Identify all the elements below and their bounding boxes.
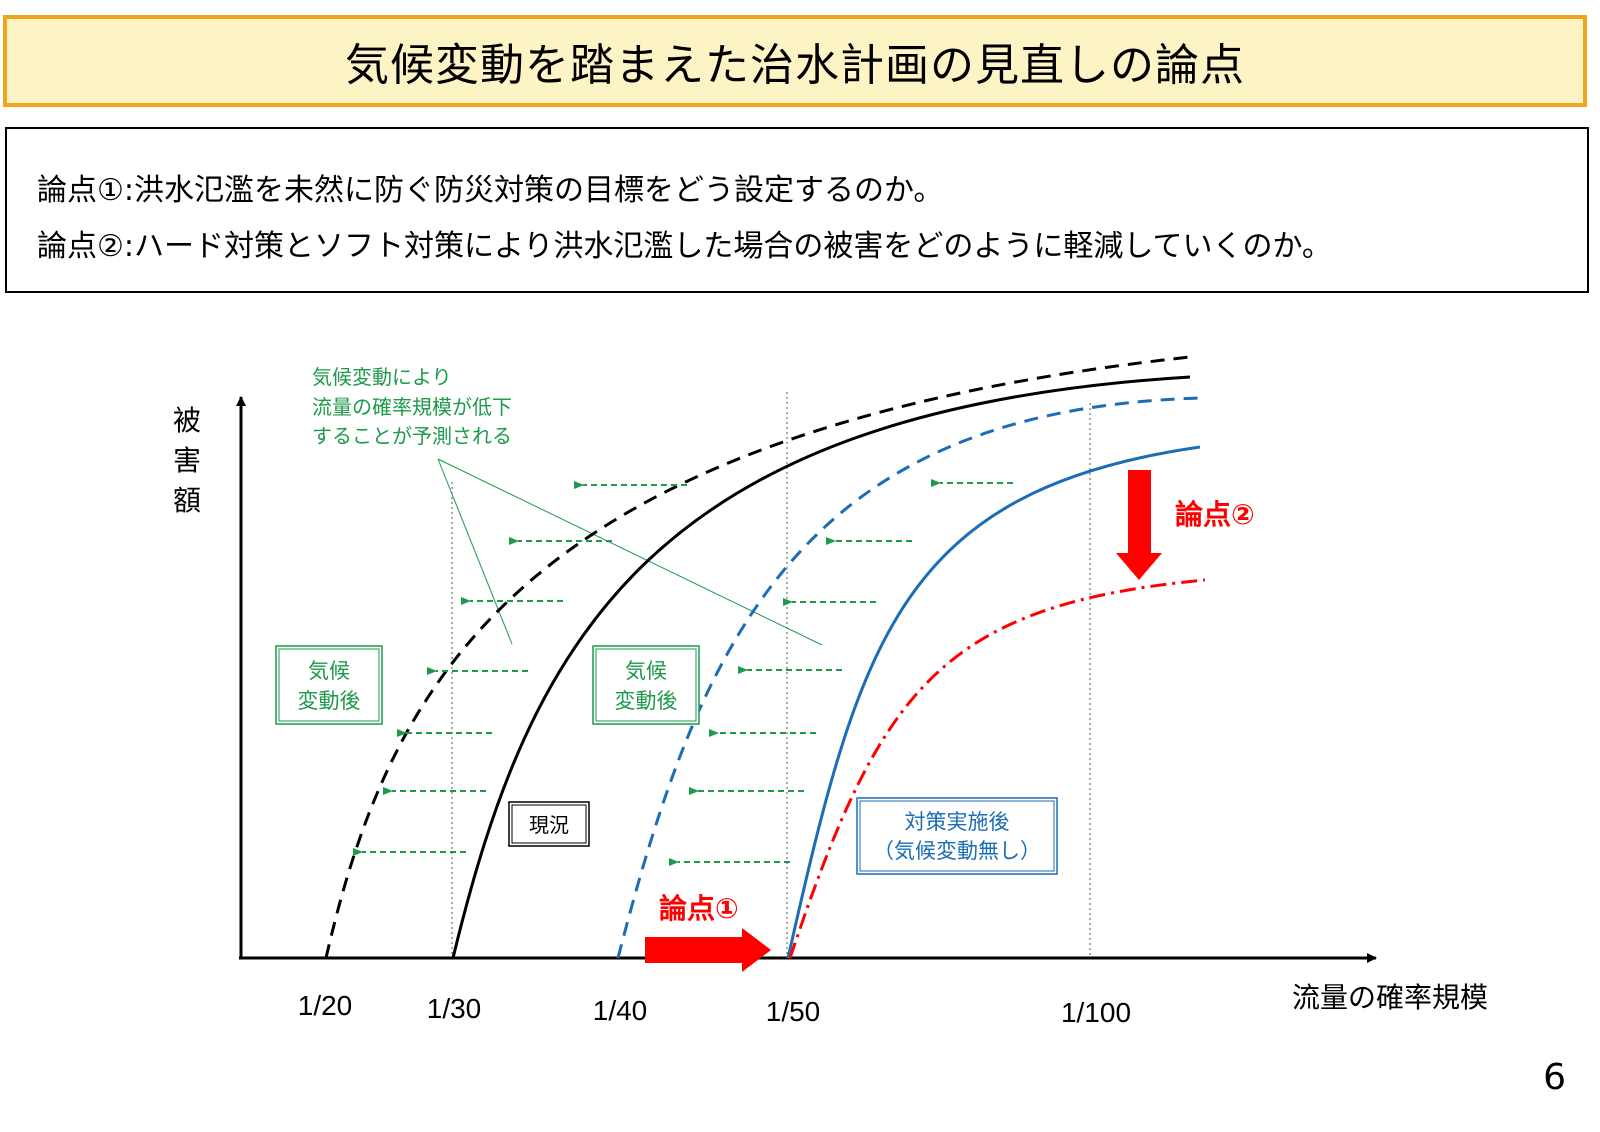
box-text: 変動後 <box>298 689 361 713</box>
annotation-leader-lines <box>437 458 823 646</box>
box-text: （気候変動無し） <box>873 839 1041 863</box>
y-axis-label-char: 害 <box>173 444 201 477</box>
box-text: 変動後 <box>615 689 678 713</box>
y-axis-label-char: 額 <box>173 484 201 517</box>
damage-probability-diagram: 被 害 額 流量の確率規模 1/20 1/30 1/40 1/50 1/100 … <box>173 355 1488 1028</box>
issues-box: 論点①:洪水氾濫を未然に防ぐ防災対策の目標をどう設定するのか。 論点②:ハード対… <box>5 127 1589 293</box>
title-box: 気候変動を踏まえた治水計画の見直しの論点 <box>3 15 1587 107</box>
issue-2-label: 論点② <box>37 229 124 264</box>
issue-2: 論点②:ハード対策とソフト対策により洪水氾濫した場合の被害をどのように軽減してい… <box>37 221 1332 265</box>
curve-current <box>451 375 1191 959</box>
curve-after-measures <box>786 445 1201 959</box>
shift-arrows <box>353 479 1013 866</box>
issue-2-text: ハード対策とソフト対策により洪水氾濫した場合の被害をどのように軽減していくのか。 <box>134 229 1332 264</box>
issue-1-text: 洪水氾濫を未然に防ぐ防災対策の目標をどう設定するのか。 <box>134 173 944 208</box>
x-axis-label: 流量の確率規模 <box>1292 981 1488 1014</box>
x-tick-label: 1/30 <box>427 993 482 1024</box>
page-number: 6 <box>1543 1057 1566 1098</box>
after-climate-box-right: 気候 変動後 <box>592 645 700 725</box>
issue-2-separator: : <box>123 229 135 264</box>
reference-lines <box>451 392 1091 958</box>
leader-line-2 <box>437 458 823 646</box>
issue-1-label: 論点① <box>37 173 124 208</box>
box-text: 現況 <box>529 813 569 837</box>
annotation-line: 流量の確率規模が低下 <box>312 395 512 419</box>
issue2-diagram-label: 論点② <box>1175 498 1255 531</box>
box-text: 気候 <box>308 659 350 683</box>
curve-after-climate-change-measures <box>616 396 1201 959</box>
issue1-arrow <box>645 928 771 972</box>
x-tick-label: 1/40 <box>593 995 648 1026</box>
x-tick-label: 1/20 <box>298 990 353 1021</box>
issue2-arrow <box>1116 470 1162 580</box>
issue1-diagram-label: 論点① <box>659 892 739 925</box>
y-axis-label-char: 被 <box>173 404 201 437</box>
x-tick-label: 1/50 <box>766 996 821 1027</box>
curve-reduced-damage <box>788 578 1206 959</box>
annotation-text: 気候変動により 流量の確率規模が低下 することが予測される <box>312 365 512 448</box>
curve-after-climate-change-current <box>324 355 1191 959</box>
box-text: 気候 <box>625 659 667 683</box>
annotation-line: 気候変動により <box>312 365 452 389</box>
issue-1-separator: : <box>123 173 135 208</box>
issue-1: 論点①:洪水氾濫を未然に防ぐ防災対策の目標をどう設定するのか。 <box>37 165 943 209</box>
leader-line-1 <box>437 458 513 645</box>
box-text: 対策実施後 <box>905 810 1010 834</box>
after-climate-box-left: 気候 変動後 <box>275 645 383 725</box>
current-box: 現況 <box>508 801 590 847</box>
measures-box: 対策実施後 （気候変動無し） <box>856 797 1058 875</box>
page-title: 気候変動を踏まえた治水計画の見直しの論点 <box>345 40 1245 91</box>
annotation-line: することが予測される <box>312 424 512 448</box>
x-tick-label: 1/100 <box>1061 997 1131 1028</box>
